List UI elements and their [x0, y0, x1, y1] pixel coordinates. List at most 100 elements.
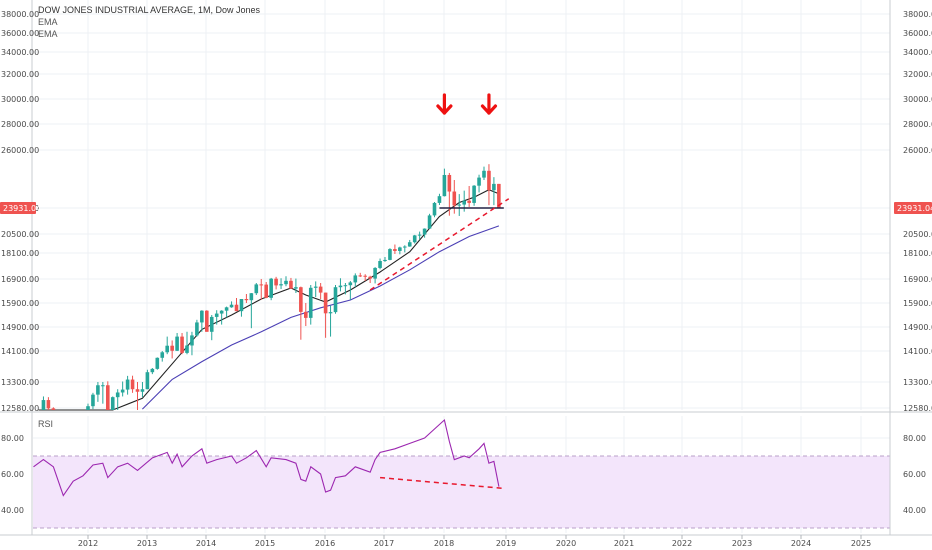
candle[interactable]: [373, 267, 377, 284]
candle[interactable]: [363, 274, 367, 281]
candle[interactable]: [51, 407, 56, 410]
rsi-divergence-line[interactable]: [379, 476, 504, 490]
candle[interactable]: [160, 351, 165, 362]
candle[interactable]: [348, 281, 353, 300]
candle[interactable]: [398, 246, 402, 255]
candle[interactable]: [492, 177, 496, 206]
candle[interactable]: [388, 248, 392, 261]
candle[interactable]: [185, 331, 189, 355]
candle[interactable]: [46, 397, 51, 410]
candle[interactable]: [115, 389, 120, 410]
candle[interactable]: [120, 381, 125, 397]
candle[interactable]: [477, 174, 481, 193]
down-arrow-icon[interactable]: [436, 93, 453, 115]
candle[interactable]: [308, 285, 313, 325]
candle[interactable]: [170, 340, 174, 359]
candle[interactable]: [289, 277, 293, 289]
candle[interactable]: [254, 283, 259, 295]
candle[interactable]: [482, 166, 486, 180]
candle[interactable]: [457, 194, 462, 216]
candle[interactable]: [378, 258, 382, 270]
candle[interactable]: [299, 286, 303, 340]
candle[interactable]: [101, 382, 105, 404]
candle[interactable]: [41, 396, 46, 410]
candle-body: [338, 285, 343, 288]
candle[interactable]: [190, 331, 194, 356]
candle[interactable]: [259, 279, 264, 300]
candle[interactable]: [264, 282, 268, 299]
candle[interactable]: [219, 310, 224, 325]
candle[interactable]: [333, 285, 338, 314]
candle[interactable]: [200, 310, 204, 332]
candle[interactable]: [304, 303, 308, 327]
candle[interactable]: [412, 234, 417, 244]
candle[interactable]: [383, 257, 387, 262]
candle[interactable]: [353, 273, 358, 287]
trend-line[interactable]: [369, 198, 510, 291]
candle[interactable]: [205, 310, 209, 332]
candle[interactable]: [274, 276, 278, 290]
candle[interactable]: [145, 369, 150, 390]
candle[interactable]: [234, 298, 239, 312]
candle[interactable]: [214, 310, 219, 325]
indicator-label-ema-2[interactable]: EMA: [38, 29, 58, 39]
candle-body: [427, 215, 432, 229]
candle[interactable]: [180, 333, 184, 355]
candle[interactable]: [422, 228, 427, 238]
candle[interactable]: [86, 403, 90, 410]
candle[interactable]: [403, 245, 407, 253]
candle[interactable]: [467, 185, 471, 207]
candle[interactable]: [442, 168, 447, 197]
candle[interactable]: [165, 336, 169, 355]
candle[interactable]: [96, 382, 100, 402]
candle[interactable]: [279, 278, 283, 289]
candle-body: [269, 278, 273, 298]
candle[interactable]: [106, 381, 110, 410]
candle[interactable]: [195, 319, 199, 337]
rsi-line[interactable]: [33, 418, 500, 497]
candle[interactable]: [249, 293, 254, 329]
candle[interactable]: [175, 333, 179, 351]
ema-slow-line[interactable]: [142, 225, 500, 410]
candle[interactable]: [284, 276, 288, 287]
candle[interactable]: [323, 292, 328, 338]
candle[interactable]: [110, 396, 115, 410]
candle[interactable]: [125, 375, 130, 395]
candle[interactable]: [244, 294, 249, 303]
candle[interactable]: [294, 278, 298, 293]
candle[interactable]: [313, 281, 318, 297]
candle[interactable]: [487, 164, 491, 206]
candle[interactable]: [427, 213, 432, 229]
candle[interactable]: [224, 306, 229, 318]
candle[interactable]: [155, 357, 160, 370]
candle[interactable]: [368, 275, 372, 283]
candle[interactable]: [338, 278, 343, 292]
candle[interactable]: [407, 239, 412, 247]
candle[interactable]: [358, 272, 363, 278]
candle[interactable]: [393, 244, 397, 254]
candle[interactable]: [472, 185, 476, 206]
candle[interactable]: [417, 231, 422, 240]
candle[interactable]: [91, 392, 95, 410]
candle[interactable]: [497, 183, 501, 209]
rsi-label[interactable]: RSI: [38, 419, 53, 429]
candle[interactable]: [328, 305, 333, 337]
candle-body: [373, 267, 377, 279]
indicator-label-ema-1[interactable]: EMA: [38, 17, 58, 27]
candle[interactable]: [150, 368, 155, 375]
down-arrow-icon[interactable]: [480, 93, 498, 115]
candle[interactable]: [135, 382, 140, 410]
candle[interactable]: [318, 283, 323, 299]
candle[interactable]: [229, 301, 234, 308]
candle[interactable]: [209, 315, 214, 341]
price-badge-right-text: 23931.04: [897, 204, 932, 213]
candle[interactable]: [343, 283, 348, 295]
candle[interactable]: [432, 202, 437, 218]
candle[interactable]: [437, 193, 442, 206]
candle[interactable]: [140, 382, 145, 398]
candle[interactable]: [130, 375, 135, 393]
candle[interactable]: [239, 299, 244, 317]
candle[interactable]: [269, 277, 273, 301]
